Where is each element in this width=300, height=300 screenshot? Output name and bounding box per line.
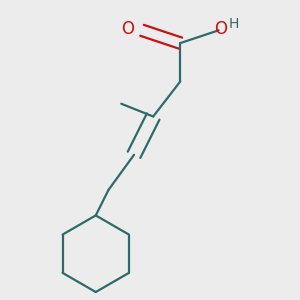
Text: O: O [214,20,227,38]
Text: O: O [121,20,134,38]
Text: H: H [229,17,239,31]
